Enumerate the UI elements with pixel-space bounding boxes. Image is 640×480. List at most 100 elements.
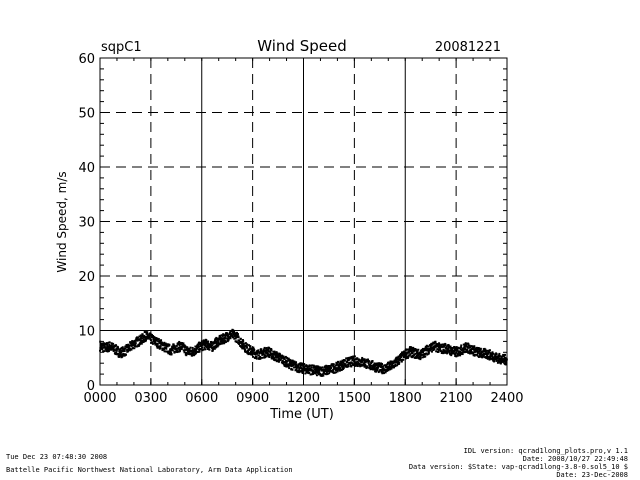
data-point bbox=[241, 343, 244, 346]
data-point bbox=[169, 349, 172, 352]
data-point bbox=[251, 348, 254, 351]
data-point bbox=[494, 354, 497, 357]
data-point bbox=[105, 347, 108, 350]
data-point bbox=[295, 361, 298, 364]
data-point bbox=[402, 352, 405, 355]
data-point bbox=[275, 353, 278, 356]
data-point bbox=[265, 355, 268, 358]
data-point bbox=[302, 364, 305, 367]
y-tick-label: 60 bbox=[78, 52, 95, 67]
data-point bbox=[373, 364, 376, 367]
data-point bbox=[295, 368, 298, 371]
data-point bbox=[178, 350, 181, 353]
data-point bbox=[133, 347, 136, 350]
data-point bbox=[480, 352, 483, 355]
data-point bbox=[350, 365, 353, 368]
data-point bbox=[212, 342, 215, 345]
data-point bbox=[390, 366, 393, 369]
data-point bbox=[417, 354, 420, 357]
data-point bbox=[448, 345, 451, 348]
data-point bbox=[436, 348, 439, 351]
data-point bbox=[250, 353, 253, 356]
data-point bbox=[183, 351, 186, 354]
data-point bbox=[411, 352, 414, 355]
data-point bbox=[180, 348, 183, 351]
data-point bbox=[210, 340, 213, 343]
data-point bbox=[461, 351, 464, 354]
data-point bbox=[412, 355, 415, 358]
data-point bbox=[134, 344, 137, 347]
data-point bbox=[159, 345, 162, 348]
data-point bbox=[298, 371, 301, 374]
data-point bbox=[460, 344, 463, 347]
data-point bbox=[337, 364, 340, 367]
data-point bbox=[244, 342, 247, 345]
y-tick-label: 20 bbox=[78, 270, 95, 285]
footer-data-date: Date: 23-Dec-2008 bbox=[556, 471, 628, 479]
data-point bbox=[178, 344, 181, 347]
data-point bbox=[111, 346, 114, 349]
data-point bbox=[143, 331, 146, 334]
data-point bbox=[446, 351, 449, 354]
data-point bbox=[408, 350, 411, 353]
data-point bbox=[163, 348, 166, 351]
data-point bbox=[218, 338, 221, 341]
data-point bbox=[445, 345, 448, 348]
data-point bbox=[325, 364, 328, 367]
data-point bbox=[369, 363, 372, 366]
data-point bbox=[469, 346, 472, 349]
data-point bbox=[100, 346, 103, 349]
data-point bbox=[101, 342, 104, 345]
data-point bbox=[293, 366, 296, 369]
data-point bbox=[189, 346, 192, 349]
data-point bbox=[191, 349, 194, 352]
data-point bbox=[492, 352, 495, 355]
data-point bbox=[202, 340, 205, 343]
data-point bbox=[380, 362, 383, 365]
data-point bbox=[153, 336, 156, 339]
data-point bbox=[482, 355, 485, 358]
data-point bbox=[452, 351, 455, 354]
data-point bbox=[381, 365, 384, 368]
data-point bbox=[131, 347, 134, 350]
data-point bbox=[317, 365, 320, 368]
data-point bbox=[134, 339, 137, 342]
data-point bbox=[277, 356, 280, 359]
data-point bbox=[479, 347, 482, 350]
data-point bbox=[431, 343, 434, 346]
data-point bbox=[243, 346, 246, 349]
data-point bbox=[394, 363, 397, 366]
data-point bbox=[140, 337, 143, 340]
data-point bbox=[459, 354, 462, 357]
data-point bbox=[163, 350, 166, 353]
data-point bbox=[415, 354, 418, 357]
data-point bbox=[485, 352, 488, 355]
data-point bbox=[466, 346, 469, 349]
data-point bbox=[459, 348, 462, 351]
plot-frame bbox=[99, 57, 508, 386]
data-point bbox=[150, 339, 153, 342]
data-point bbox=[442, 343, 445, 346]
data-point bbox=[123, 349, 126, 352]
data-point bbox=[245, 346, 248, 349]
data-point bbox=[361, 360, 364, 363]
data-point bbox=[237, 339, 240, 342]
data-point bbox=[236, 334, 239, 337]
data-point bbox=[248, 352, 251, 355]
data-point bbox=[138, 344, 141, 347]
data-point bbox=[308, 364, 311, 367]
data-point bbox=[339, 363, 342, 366]
data-point bbox=[314, 372, 317, 375]
data-point bbox=[471, 345, 474, 348]
data-point bbox=[297, 370, 300, 373]
data-point bbox=[200, 340, 203, 343]
data-point bbox=[144, 339, 147, 342]
data-point bbox=[313, 365, 316, 368]
data-point bbox=[309, 364, 312, 367]
data-point bbox=[379, 368, 382, 371]
data-point bbox=[375, 366, 378, 369]
x-tick-label: 1200 bbox=[287, 391, 320, 406]
data-point bbox=[380, 366, 383, 369]
data-point bbox=[168, 343, 171, 346]
data-point bbox=[372, 363, 375, 366]
